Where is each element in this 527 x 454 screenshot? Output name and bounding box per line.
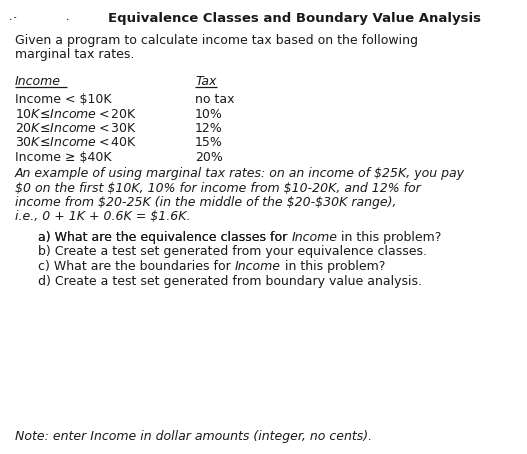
Text: Income ≥ $40K: Income ≥ $40K [15,151,112,164]
Text: Given a program to calculate income tax based on the following: Given a program to calculate income tax … [15,34,418,47]
Text: Equivalence Classes and Boundary Value Analysis: Equivalence Classes and Boundary Value A… [109,12,482,25]
Text: 12%: 12% [195,122,223,135]
Text: income from $20-25K (in the middle of the $20-$30K range),: income from $20-25K (in the middle of th… [15,196,396,209]
Text: Income: Income [15,75,61,88]
Text: $10K ≤ Income < $20K: $10K ≤ Income < $20K [15,108,137,120]
Text: 20%: 20% [195,151,223,164]
Text: Income: Income [291,231,337,244]
Text: 10%: 10% [195,108,223,120]
Text: d) Create a test set generated from boundary value analysis.: d) Create a test set generated from boun… [38,275,422,287]
Text: a) What are the equivalence classes for: a) What are the equivalence classes for [38,231,291,244]
Text: marginal tax rates.: marginal tax rates. [15,48,134,61]
Text: i.e., 0 + 1K + 0.6K = $1.6K.: i.e., 0 + 1K + 0.6K = $1.6K. [15,211,190,223]
Text: c) What are the boundaries for: c) What are the boundaries for [38,260,235,273]
Text: a) What are the equivalence classes for: a) What are the equivalence classes for [38,231,291,244]
Text: no tax: no tax [195,93,235,106]
Text: $20K ≤ Income < $30K: $20K ≤ Income < $30K [15,122,137,135]
Text: An example of using marginal tax rates: on an income of $25K, you pay: An example of using marginal tax rates: … [15,167,465,180]
Text: Income < $10K: Income < $10K [15,93,112,106]
Text: $30K ≤ Income < $40K: $30K ≤ Income < $40K [15,137,137,149]
Text: $0 on the first $10K, 10% for income from $10-20K, and 12% for: $0 on the first $10K, 10% for income fro… [15,182,421,194]
Text: in this problem?: in this problem? [281,260,385,273]
Text: Note: enter Income in dollar amounts (integer, no cents).: Note: enter Income in dollar amounts (in… [15,430,372,443]
Text: .-: .- [8,13,19,22]
Text: Tax: Tax [195,75,217,88]
Text: .: . [65,13,71,22]
Text: in this problem?: in this problem? [337,231,442,244]
Text: Income: Income [235,260,281,273]
Text: b) Create a test set generated from your equivalence classes.: b) Create a test set generated from your… [38,246,427,258]
Text: 15%: 15% [195,137,223,149]
